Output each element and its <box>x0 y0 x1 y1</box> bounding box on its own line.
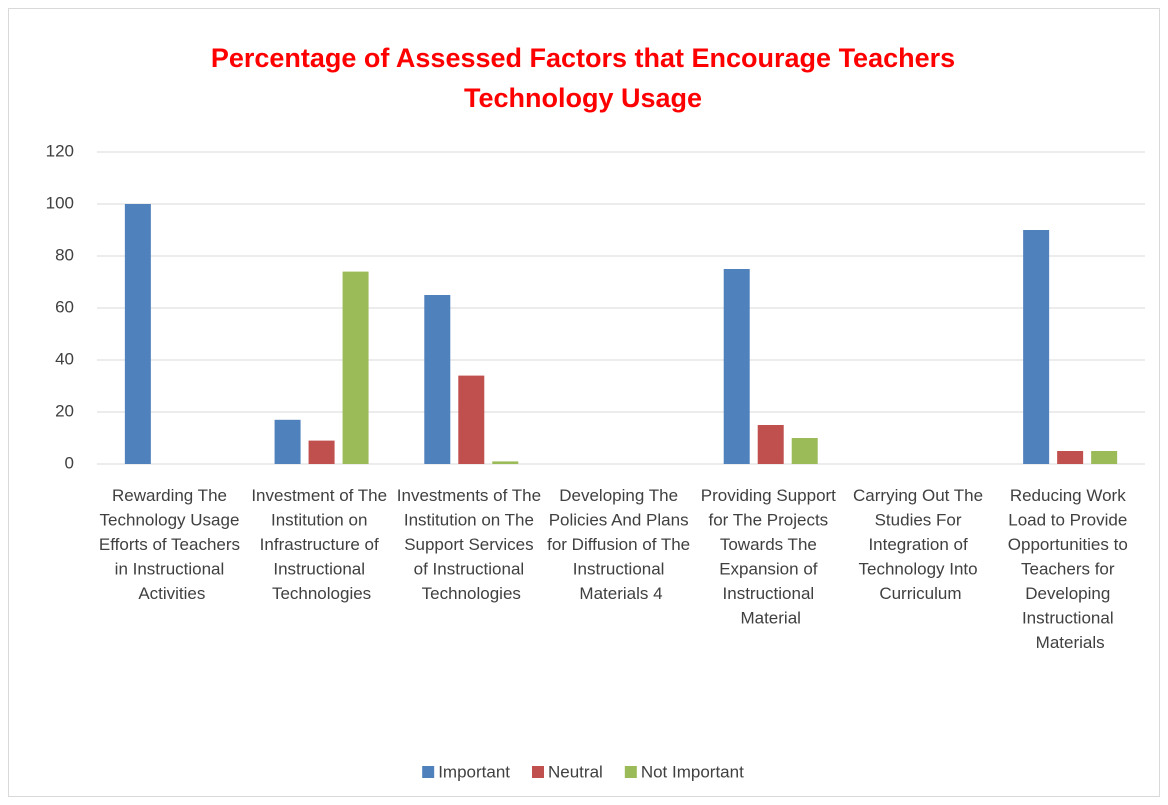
y-tick-label: 80 <box>55 245 74 264</box>
bar <box>308 440 335 464</box>
legend-swatch <box>532 766 544 778</box>
legend-item: Important <box>422 762 510 781</box>
x-tick-label: Reducing Work Load to Provide Opportunit… <box>1008 486 1133 652</box>
chart-title: Percentage of Assessed Factors that Enco… <box>211 43 955 73</box>
x-tick-label: Providing Support for The Projects Towar… <box>701 486 841 628</box>
bar <box>1023 230 1050 464</box>
y-tick-label: 60 <box>55 297 74 316</box>
legend-swatch <box>422 766 435 778</box>
bar <box>342 271 369 464</box>
y-tick-label: 20 <box>55 401 74 420</box>
bar <box>723 269 750 464</box>
y-tick-label: 120 <box>46 141 74 160</box>
legend-item: Not Important <box>624 762 744 781</box>
x-tick-label: Rewarding The Technology Usage Efforts o… <box>99 486 245 603</box>
bar <box>1057 451 1084 464</box>
x-tick-label: Developing The Policies And Plans for Di… <box>547 486 695 603</box>
bar <box>1091 451 1118 464</box>
bar <box>757 425 784 464</box>
y-tick-label: 0 <box>65 453 74 472</box>
legend-item: Neutral <box>532 762 603 781</box>
y-tick-label: 40 <box>55 349 74 368</box>
bar <box>492 461 519 464</box>
x-tick-label: Investments of The Institution on The Su… <box>397 486 546 603</box>
legend-label: Important <box>438 762 510 781</box>
legend-label: Not Important <box>641 762 744 781</box>
y-tick-label: 100 <box>46 193 74 212</box>
bar <box>424 295 451 464</box>
chart-frame <box>8 8 1160 797</box>
legend-label: Neutral <box>548 762 603 781</box>
x-tick-label: Investment of The Institution on Infrast… <box>251 486 391 603</box>
bar <box>124 204 151 464</box>
chart-title: Technology Usage <box>464 83 702 113</box>
bar <box>458 375 485 464</box>
bar <box>791 438 818 464</box>
x-tick-label: Carrying Out The Studies For Integration… <box>853 486 988 603</box>
legend-swatch <box>624 766 637 778</box>
bar <box>274 419 301 464</box>
